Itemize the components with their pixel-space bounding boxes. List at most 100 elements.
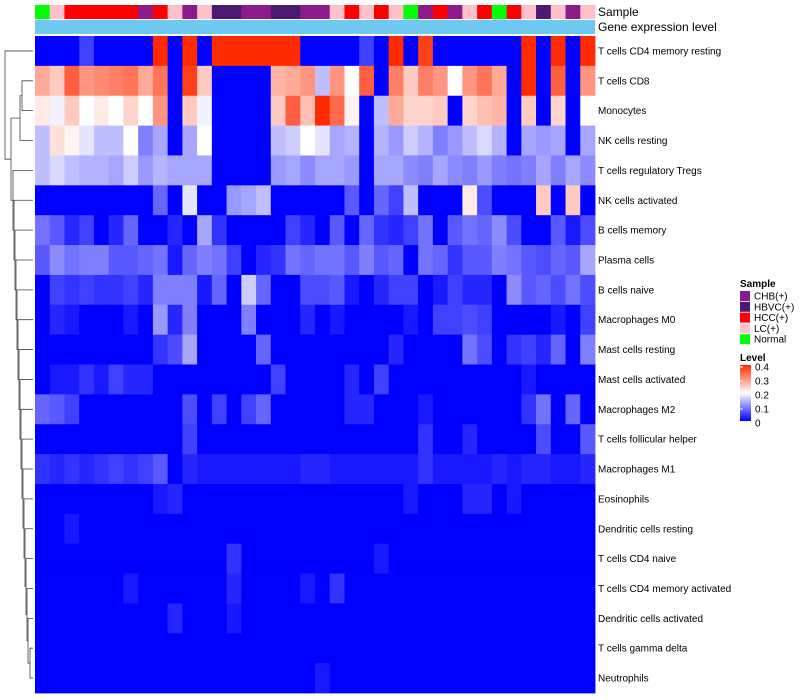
heatmap-cell: [477, 215, 493, 246]
heatmap-cell: [93, 334, 110, 365]
heatmap-cell: [241, 364, 257, 395]
heatmap-cell: [138, 543, 154, 574]
heatmap-cell: [315, 543, 331, 574]
heatmap-cell: [315, 424, 331, 455]
heatmap-cell: [79, 155, 95, 186]
heatmap-cell: [285, 424, 301, 455]
heatmap-cell: [123, 663, 139, 694]
heatmap-cell: [79, 394, 95, 425]
heatmap-cell: [49, 424, 65, 455]
sample-annotation-cell: [211, 5, 227, 19]
heatmap-cell: [167, 304, 183, 336]
heatmap-cell: [270, 394, 286, 425]
heatmap-cell: [49, 633, 65, 664]
heatmap-cell: [506, 663, 522, 694]
heatmap-cell: [49, 663, 65, 694]
heatmap-cell: [152, 603, 169, 634]
heatmap-cell: [359, 245, 375, 276]
heatmap-cell: [256, 125, 272, 156]
heatmap-cell: [197, 364, 213, 395]
heatmap-cell: [580, 573, 596, 604]
heatmap-cell: [79, 603, 95, 634]
heatmap-cell: [536, 573, 552, 604]
heatmap-cell: [49, 304, 65, 336]
heatmap-cell: [565, 603, 581, 634]
row-label-nk-cells-activated: NK cells activated: [598, 196, 677, 207]
row-label-b-cells-naive: B cells naive: [598, 285, 655, 296]
heatmap-cell: [226, 185, 242, 216]
heatmap-cell: [329, 454, 345, 485]
heatmap-cell: [521, 215, 537, 246]
heatmap-cell: [108, 513, 124, 545]
heatmap-cell: [211, 185, 227, 216]
heatmap-cell: [167, 454, 183, 485]
heatmap-cell: [315, 36, 331, 67]
heatmap-cell: [138, 424, 154, 455]
heatmap-cell: [506, 424, 522, 455]
heatmap-cell: [211, 573, 227, 604]
heatmap-cell: [550, 663, 566, 694]
heatmap-cell: [138, 603, 154, 634]
heatmap-cell: [182, 454, 198, 485]
heatmap-cell: [270, 36, 286, 67]
heatmap-cell: [197, 454, 213, 485]
heatmap-cell: [138, 633, 154, 664]
heatmap-cell: [138, 454, 154, 485]
heatmap-cell: [241, 245, 257, 276]
heatmap-cell: [123, 274, 139, 306]
heatmap-cell: [226, 36, 242, 67]
heatmap-cell: [506, 215, 522, 246]
heatmap-cell: [64, 155, 80, 186]
row-label-t-cells-cd4-memory-activated: T cells CD4 memory activated: [598, 584, 731, 595]
heatmap-cell: [64, 215, 80, 246]
track-label-expression: Gene expression level: [598, 20, 717, 34]
heatmap-cell: [521, 633, 537, 664]
heatmap-cell: [270, 304, 286, 336]
heatmap-cell: [35, 95, 51, 126]
heatmap-cell: [79, 185, 95, 216]
heatmap-cell: [491, 543, 507, 574]
heatmap-cell: [226, 394, 242, 425]
heatmap-cell: [373, 364, 390, 395]
heatmap-cell: [462, 245, 478, 276]
dendrogram-branch: [10, 117, 20, 201]
heatmap-cell: [270, 663, 286, 694]
heatmap-cell: [285, 304, 301, 336]
heatmap-cell: [182, 633, 198, 664]
heatmap-cell: [197, 603, 213, 634]
heatmap-cell: [300, 543, 316, 574]
heatmap-cell: [477, 65, 493, 97]
heatmap-cell: [167, 155, 183, 186]
heatmap-cell: [477, 573, 493, 604]
heatmap-cell: [35, 633, 51, 664]
heatmap-cell: [432, 304, 449, 336]
heatmap-cell: [64, 633, 80, 664]
heatmap-cell: [108, 364, 124, 395]
heatmap-cell: [241, 663, 257, 694]
sample-annotation-cell: [359, 5, 375, 19]
heatmap-cell: [550, 155, 566, 186]
heatmap-cell: [580, 663, 596, 694]
heatmap-cell: [329, 663, 345, 694]
heatmap-cell: [388, 215, 404, 246]
heatmap-cell: [521, 454, 537, 485]
heatmap-cell: [79, 364, 95, 395]
legend-label-chb: CHB(+): [754, 292, 788, 303]
row-label-eosinophils: Eosinophils: [598, 494, 649, 505]
heatmap-cell: [359, 573, 375, 604]
heatmap-cell: [329, 573, 345, 604]
heatmap-cell: [49, 513, 65, 545]
legend-swatch-chb: [740, 291, 750, 301]
heatmap-cell: [285, 155, 301, 186]
heatmap-cell: [138, 125, 154, 156]
heatmap-cell: [79, 424, 95, 455]
heatmap-cell: [152, 633, 169, 664]
heatmap-cell: [256, 36, 272, 67]
heatmap-cell: [108, 185, 124, 216]
heatmap-cell: [359, 513, 375, 545]
heatmap-cell: [108, 36, 124, 67]
heatmap-cell: [344, 543, 360, 574]
heatmap-cell: [138, 483, 154, 515]
heatmap-cell: [565, 663, 581, 694]
